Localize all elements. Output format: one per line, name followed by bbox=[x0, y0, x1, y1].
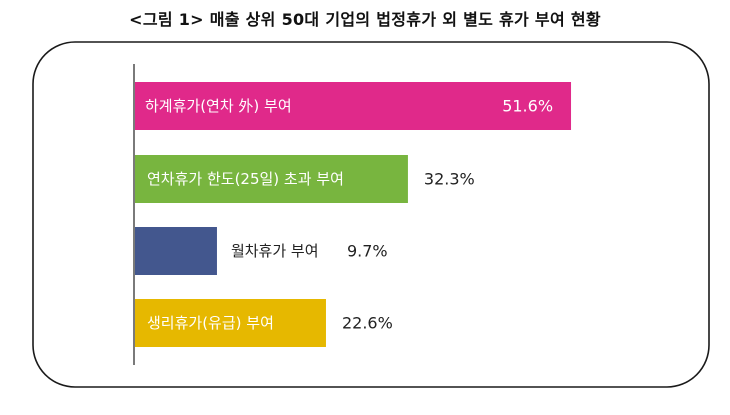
bar-3 bbox=[135, 227, 217, 275]
value-label-2: 32.3% bbox=[424, 170, 475, 189]
category-label-2: 연차휴가 한도(25일) 초과 부여 bbox=[147, 170, 344, 188]
value-label-3: 9.7% bbox=[347, 242, 388, 261]
bar-4 bbox=[135, 299, 326, 347]
bar-2 bbox=[135, 155, 408, 203]
category-label-1: 하계휴가(연차 外) 부여 bbox=[145, 97, 292, 115]
bar-group: 하계휴가(연차 外) 부여 51.6% 연차휴가 한도(25일) 초과 부여 32.3… bbox=[135, 82, 572, 347]
category-label-4: 생리휴가(유급) 부여 bbox=[147, 314, 274, 332]
figure-title: <그림 1> 매출 상위 50대 기업의 법정휴가 외 별도 휴가 부여 현황 bbox=[129, 10, 601, 29]
bar-1 bbox=[135, 82, 572, 130]
value-label-1: 51.6% bbox=[502, 97, 553, 116]
value-label-4: 22.6% bbox=[342, 314, 393, 333]
chart-frame bbox=[32, 41, 710, 388]
category-label-3: 월차휴가 부여 bbox=[231, 242, 319, 260]
